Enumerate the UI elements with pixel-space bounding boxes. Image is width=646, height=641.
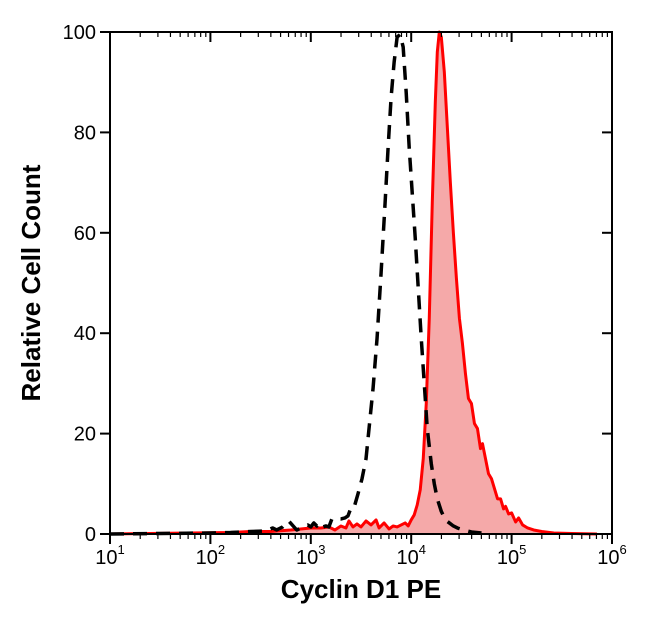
x-tick-label: 105 bbox=[497, 542, 526, 569]
y-tick-label: 100 bbox=[63, 22, 96, 44]
x-tick-label: 101 bbox=[95, 542, 124, 569]
x-tick-label: 106 bbox=[597, 542, 626, 569]
sample-histogram-line bbox=[110, 32, 597, 534]
x-tick-label: 102 bbox=[196, 542, 225, 569]
y-tick-label: 40 bbox=[74, 323, 96, 345]
y-tick-label: 0 bbox=[85, 524, 96, 546]
flow-cytometry-histogram: 0 20 40 60 80 100 101 102 103 104 105 106 Cyclin D1 … bbox=[0, 0, 646, 641]
chart-svg: 0 20 40 60 80 100 101 102 103 104 105 106 Cyclin D1 … bbox=[0, 0, 646, 641]
y-tick-label: 20 bbox=[74, 424, 96, 446]
sample-histogram-fill bbox=[110, 32, 597, 534]
x-tick-label: 103 bbox=[296, 542, 325, 569]
x-axis-title: Cyclin D1 PE bbox=[281, 574, 441, 604]
y-tick-label: 60 bbox=[74, 223, 96, 245]
x-tick-label: 104 bbox=[396, 542, 425, 569]
y-axis-title: Relative Cell Count bbox=[16, 164, 46, 401]
y-tick-label: 80 bbox=[74, 122, 96, 144]
plot-border bbox=[110, 32, 612, 534]
